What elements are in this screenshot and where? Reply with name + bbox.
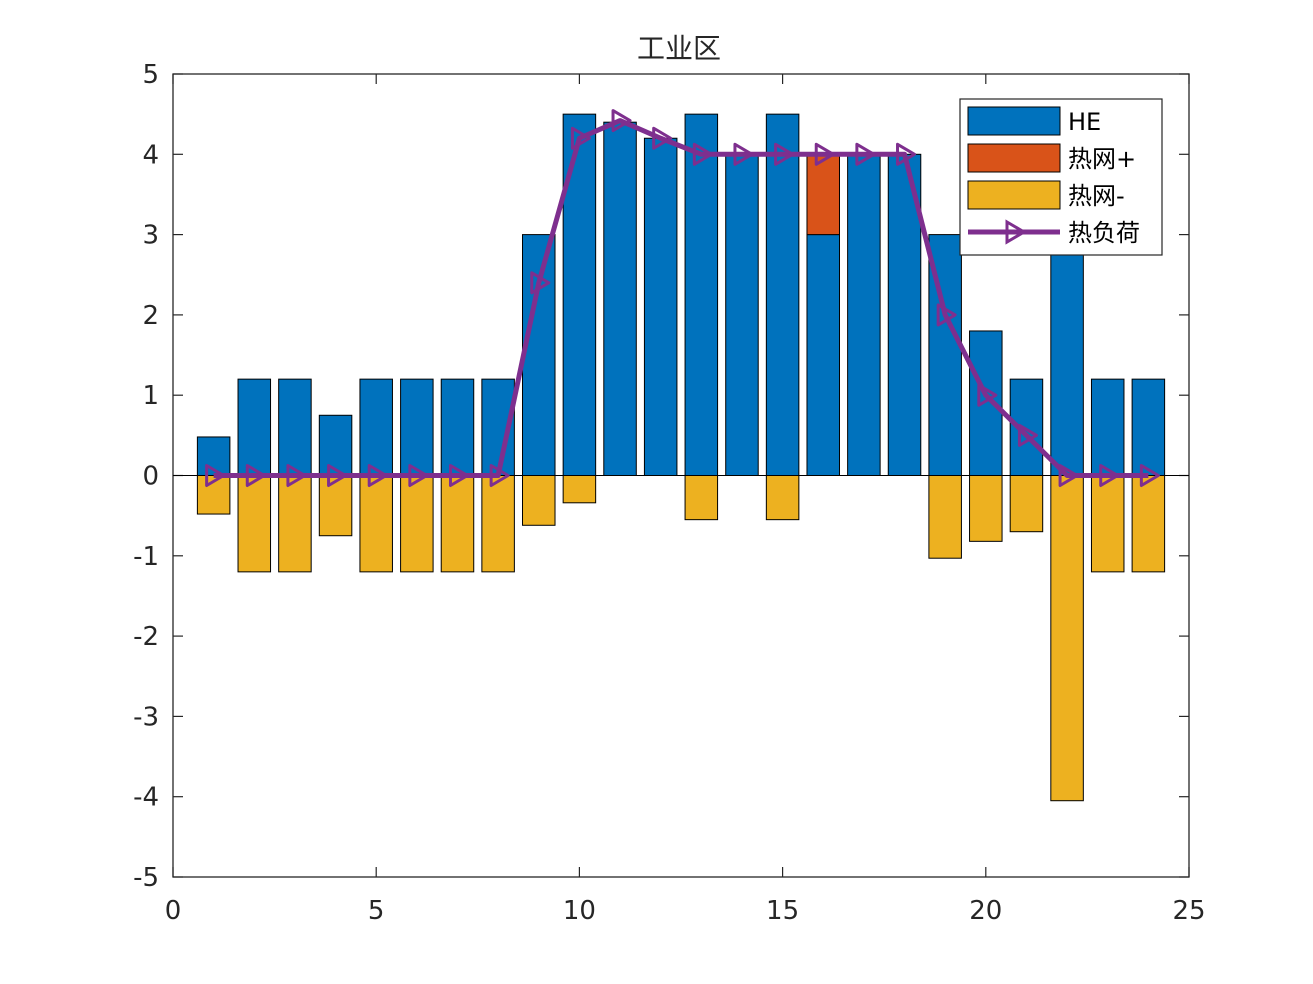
bar-热网-: [400, 475, 434, 573]
x-tick-label: 15: [766, 896, 799, 926]
line-marker: [1058, 464, 1079, 487]
legend-swatch-HE: [967, 106, 1061, 136]
y-tick-label: 4: [142, 140, 159, 170]
bar-热网+: [806, 153, 840, 236]
bar-HE: [1050, 234, 1084, 476]
line-marker: [245, 464, 266, 487]
line-marker: [977, 383, 998, 407]
legend: HE 热网+ 热网- 热负荷: [959, 98, 1163, 256]
bar-HE: [725, 153, 759, 477]
bar-热网-: [278, 475, 312, 573]
bar-热网-: [1009, 475, 1044, 533]
x-tick-label: 0: [165, 896, 182, 926]
bar-HE: [806, 234, 840, 476]
legend-label: 热负荷: [1068, 219, 1140, 247]
y-tick-label: -2: [133, 622, 159, 652]
y-tick-label: -1: [133, 542, 159, 572]
x-tick-label: 25: [1172, 896, 1205, 926]
y-tick-label: 2: [142, 301, 159, 331]
legend-label: 热网+: [1068, 145, 1136, 173]
bar-热网-: [1131, 475, 1166, 573]
line-marker: [205, 464, 226, 487]
legend-label: HE: [1068, 108, 1101, 136]
bar-HE: [1131, 378, 1166, 477]
bar-热网-: [1050, 475, 1084, 802]
line-marker: [855, 142, 876, 166]
y-tick-label: 0: [142, 462, 159, 492]
line-marker: [570, 126, 591, 150]
bar-HE: [684, 113, 719, 477]
x-tick-label: 5: [368, 896, 385, 926]
bar-HE: [765, 113, 800, 477]
line-marker: [530, 271, 551, 295]
legend-marker: [1005, 219, 1027, 245]
line-marker: [489, 464, 510, 487]
bar-热网-: [440, 475, 475, 573]
line-marker: [896, 142, 917, 166]
bar-热网-: [359, 475, 393, 573]
line-marker: [408, 464, 429, 487]
bar-HE: [400, 378, 434, 477]
bar-热网-: [684, 475, 719, 521]
line-marker: [652, 126, 673, 150]
line-marker: [327, 464, 348, 487]
line-marker: [936, 303, 957, 327]
line-marker: [1099, 464, 1120, 487]
line-marker: [448, 464, 469, 487]
line-marker: [774, 142, 795, 166]
bar-HE: [318, 414, 353, 476]
bar-HE: [440, 378, 475, 477]
legend-swatch-热网-: [967, 180, 1061, 210]
bar-HE: [359, 378, 393, 477]
bar-HE: [278, 378, 312, 477]
y-tick-label: -3: [133, 702, 159, 732]
bar-HE: [1090, 378, 1125, 477]
line-marker: [367, 464, 388, 487]
bar-热网-: [481, 475, 515, 573]
line-marker: [1139, 464, 1160, 487]
bar-热网-: [928, 475, 962, 559]
y-tick-label: 5: [142, 60, 159, 90]
chart-title: 工业区: [637, 32, 721, 65]
bar-热网-: [969, 475, 1003, 542]
bar-HE: [643, 137, 678, 477]
bar-HE: [562, 113, 597, 477]
y-tick-label: -4: [133, 783, 159, 813]
bar-热网-: [522, 475, 556, 526]
y-tick-label: 1: [142, 381, 159, 411]
legend-label: 热网-: [1068, 182, 1125, 210]
y-tick-label: -5: [133, 863, 159, 893]
line-marker: [733, 142, 754, 166]
bar-热网-: [318, 475, 353, 537]
bar-HE: [237, 378, 272, 477]
x-tick-label: 20: [969, 896, 1002, 926]
bar-热网-: [237, 475, 272, 573]
y-tick-label: 3: [142, 221, 159, 251]
bar-热网-: [562, 475, 597, 504]
bar-热网-: [765, 475, 800, 521]
bar-HE: [847, 153, 881, 477]
line-marker: [286, 464, 307, 487]
bar-HE: [887, 153, 922, 477]
legend-swatch-热网+: [967, 143, 1061, 173]
x-tick-label: 10: [563, 896, 596, 926]
bar-HE: [603, 121, 637, 477]
line-marker: [814, 142, 835, 166]
line-marker: [692, 142, 713, 166]
bar-HE: [522, 234, 556, 476]
line-marker: [611, 109, 632, 133]
line-marker: [1017, 423, 1038, 447]
bar-热网-: [1090, 475, 1125, 573]
